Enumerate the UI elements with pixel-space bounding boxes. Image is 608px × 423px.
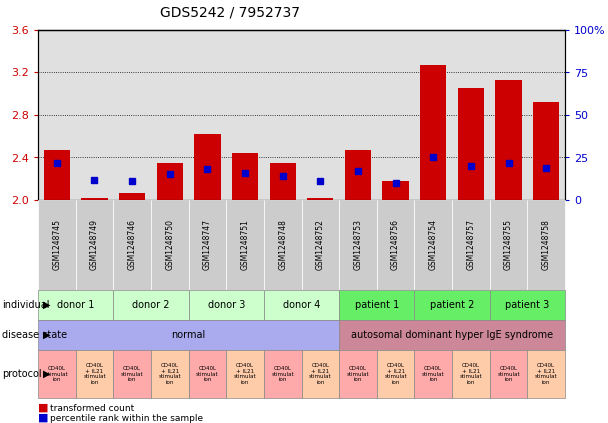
Bar <box>452 30 489 200</box>
Bar <box>382 181 409 200</box>
Text: CD40L
stimulat
ion: CD40L stimulat ion <box>46 366 68 382</box>
Text: ■: ■ <box>38 403 49 413</box>
Text: ■: ■ <box>38 413 49 423</box>
Text: CD40L
+ IL21
stimulat
ion: CD40L + IL21 stimulat ion <box>83 363 106 385</box>
Text: CD40L
stimulat
ion: CD40L stimulat ion <box>497 366 520 382</box>
Text: CD40L
+ IL21
stimulat
ion: CD40L + IL21 stimulat ion <box>535 363 558 385</box>
Text: CD40L
stimulat
ion: CD40L stimulat ion <box>196 366 219 382</box>
Text: GSM1248757: GSM1248757 <box>466 220 475 270</box>
Text: CD40L
+ IL21
stimulat
ion: CD40L + IL21 stimulat ion <box>233 363 257 385</box>
Bar <box>269 163 296 200</box>
Bar <box>345 150 371 200</box>
Text: patient 1: patient 1 <box>354 300 399 310</box>
Bar <box>377 30 415 200</box>
Text: GSM1248754: GSM1248754 <box>429 220 438 270</box>
Bar <box>157 163 183 200</box>
Text: donor 3: donor 3 <box>207 300 245 310</box>
Bar <box>151 30 188 200</box>
Bar <box>496 80 522 200</box>
Bar <box>339 30 377 200</box>
Text: ▶: ▶ <box>43 330 50 340</box>
Text: CD40L
stimulat
ion: CD40L stimulat ion <box>271 366 294 382</box>
Text: GSM1248745: GSM1248745 <box>52 220 61 270</box>
Text: GSM1248753: GSM1248753 <box>353 220 362 270</box>
Bar <box>232 153 258 200</box>
Text: ▶: ▶ <box>43 300 50 310</box>
Text: GDS5242 / 7952737: GDS5242 / 7952737 <box>160 5 300 19</box>
Bar <box>533 102 559 200</box>
Bar <box>420 65 446 200</box>
Text: CD40L
+ IL21
stimulat
ion: CD40L + IL21 stimulat ion <box>384 363 407 385</box>
Text: donor 2: donor 2 <box>132 300 170 310</box>
Text: GSM1248750: GSM1248750 <box>165 220 174 270</box>
Text: CD40L
+ IL21
stimulat
ion: CD40L + IL21 stimulat ion <box>460 363 482 385</box>
Bar <box>415 30 452 200</box>
Text: normal: normal <box>171 330 206 340</box>
Text: ▶: ▶ <box>43 369 50 379</box>
Text: CD40L
+ IL21
stimulat
ion: CD40L + IL21 stimulat ion <box>309 363 331 385</box>
Bar <box>113 30 151 200</box>
Text: patient 2: patient 2 <box>430 300 474 310</box>
Bar <box>458 88 484 200</box>
Text: donor 4: donor 4 <box>283 300 320 310</box>
Text: CD40L
+ IL21
stimulat
ion: CD40L + IL21 stimulat ion <box>159 363 181 385</box>
Bar <box>226 30 264 200</box>
Text: autosomal dominant hyper IgE syndrome: autosomal dominant hyper IgE syndrome <box>351 330 553 340</box>
Text: GSM1248755: GSM1248755 <box>504 220 513 270</box>
Text: patient 3: patient 3 <box>505 300 550 310</box>
Text: donor 1: donor 1 <box>57 300 94 310</box>
Text: GSM1248756: GSM1248756 <box>391 220 400 270</box>
Bar <box>119 192 145 200</box>
Bar <box>527 30 565 200</box>
Text: percentile rank within the sample: percentile rank within the sample <box>50 414 203 423</box>
Bar <box>194 134 221 200</box>
Text: disease state: disease state <box>2 330 67 340</box>
Text: CD40L
stimulat
ion: CD40L stimulat ion <box>347 366 369 382</box>
Text: GSM1248747: GSM1248747 <box>203 220 212 270</box>
Bar <box>307 198 334 200</box>
Bar <box>264 30 302 200</box>
Bar <box>81 198 108 200</box>
Bar <box>188 30 226 200</box>
Text: GSM1248752: GSM1248752 <box>316 220 325 270</box>
Text: individual: individual <box>2 300 49 310</box>
Text: GSM1248758: GSM1248758 <box>542 220 551 270</box>
Text: protocol: protocol <box>2 369 41 379</box>
Bar <box>302 30 339 200</box>
Bar <box>38 30 75 200</box>
Bar <box>44 150 70 200</box>
Text: GSM1248749: GSM1248749 <box>90 220 99 270</box>
Text: CD40L
stimulat
ion: CD40L stimulat ion <box>422 366 444 382</box>
Bar <box>75 30 113 200</box>
Text: transformed count: transformed count <box>50 404 134 412</box>
Text: CD40L
stimulat
ion: CD40L stimulat ion <box>121 366 143 382</box>
Text: GSM1248746: GSM1248746 <box>128 220 137 270</box>
Text: GSM1248751: GSM1248751 <box>241 220 249 270</box>
Text: GSM1248748: GSM1248748 <box>278 220 287 270</box>
Bar <box>489 30 527 200</box>
